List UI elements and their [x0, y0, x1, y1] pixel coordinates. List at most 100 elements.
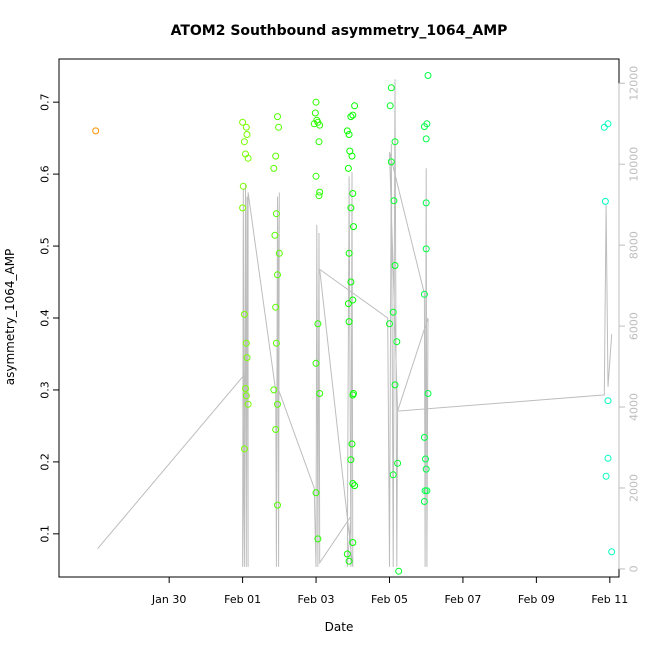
data-point [389, 308, 397, 316]
data-point [390, 197, 398, 205]
data-point [239, 204, 247, 212]
right-tick-label: 0 [628, 565, 641, 572]
bottom-axis: Jan 30 Feb 01 Feb 03 Feb 05 Feb 07 Feb 09 Feb … [151, 576, 628, 606]
data-point [239, 182, 247, 190]
data-point [600, 123, 608, 131]
data-point [275, 123, 283, 131]
data-point [424, 72, 432, 79]
data-point [422, 245, 430, 253]
data-point [347, 113, 355, 121]
data-point [391, 138, 399, 146]
data-point [422, 135, 430, 143]
data-point [240, 138, 248, 146]
data-point [604, 397, 612, 405]
data-point [345, 131, 353, 138]
x-tick-label: Feb 11 [591, 593, 628, 606]
data-point [348, 440, 356, 448]
data-point [604, 454, 612, 462]
y-tick-label: 0.6 [39, 165, 52, 183]
data-point [315, 192, 323, 200]
data-point [601, 197, 609, 205]
y-axis-label: asymmetry_1064_AMP [3, 249, 17, 386]
data-point [242, 385, 249, 392]
data-point [270, 164, 278, 172]
data-point [274, 113, 281, 121]
data-point [394, 459, 402, 467]
data-point [347, 456, 355, 464]
data-point [424, 390, 432, 397]
data-point [345, 557, 353, 565]
data-point [312, 489, 320, 497]
data-point [272, 426, 280, 433]
data-point [420, 433, 428, 441]
data-point [316, 188, 324, 196]
data-point [274, 271, 281, 279]
right-tick-label: 6000 [628, 312, 641, 340]
data-point [393, 338, 401, 346]
x-tick-label: Feb 05 [371, 593, 408, 606]
data-point [602, 472, 610, 480]
data-point [386, 320, 393, 328]
data-point [422, 199, 430, 207]
right-tick-label: 8000 [628, 231, 641, 259]
data-point [420, 290, 428, 298]
data-point [387, 84, 395, 92]
data-point [343, 127, 351, 135]
right-tick-label: 10000 [628, 147, 641, 182]
data-point [422, 455, 429, 463]
y-tick-label: 0.7 [39, 93, 52, 111]
x-tick-label: Jan 30 [151, 593, 186, 606]
data-point [242, 339, 250, 347]
data-point [270, 386, 278, 394]
right-series-line [97, 79, 613, 567]
data-point [351, 482, 359, 490]
data-point [395, 567, 403, 575]
data-point [349, 539, 357, 546]
data-point [239, 118, 247, 126]
data-point [92, 127, 100, 135]
data-point [311, 109, 319, 117]
data-point [244, 154, 252, 162]
data-point [315, 138, 323, 146]
x-tick-label: Feb 07 [444, 593, 481, 606]
data-point [608, 548, 616, 556]
left-axis: 0.1 0.2 0.3 0.4 0.5 0.6 0.7 [39, 93, 60, 543]
data-point [349, 111, 357, 119]
data-point [604, 120, 612, 128]
y-tick-label: 0.1 [39, 525, 52, 543]
right-tick-label: 12000 [628, 66, 641, 101]
data-point [312, 172, 320, 180]
data-point [349, 296, 357, 304]
y-tick-label: 0.2 [39, 453, 52, 471]
data-point [389, 471, 397, 479]
data-point [314, 320, 322, 328]
data-point [312, 98, 320, 106]
data-point [345, 249, 353, 257]
right-axis: 0 2000 4000 6000 8000 10000 12000 [618, 66, 641, 572]
data-point [422, 465, 430, 473]
data-point [314, 535, 322, 543]
x-axis-label: Date [325, 620, 354, 634]
data-point [386, 102, 394, 110]
data-point [349, 391, 357, 399]
data-point [343, 550, 351, 558]
data-point [391, 381, 399, 389]
data-point [274, 400, 281, 408]
right-tick-label: 4000 [628, 393, 641, 421]
right-tick-label: 2000 [628, 474, 641, 502]
data-point [350, 223, 357, 231]
x-tick-label: Feb 03 [298, 593, 335, 606]
right-axis-series [97, 79, 613, 567]
x-tick-label: Feb 09 [518, 593, 555, 606]
data-points [92, 72, 616, 575]
data-point [347, 278, 355, 286]
data-point [272, 303, 280, 311]
x-tick-label: Feb 01 [224, 593, 261, 606]
data-point [344, 300, 352, 308]
data-point [243, 354, 251, 362]
data-point [312, 359, 320, 367]
data-point [242, 123, 250, 131]
data-point [244, 400, 252, 408]
data-point [240, 310, 248, 318]
y-tick-label: 0.3 [39, 381, 52, 399]
